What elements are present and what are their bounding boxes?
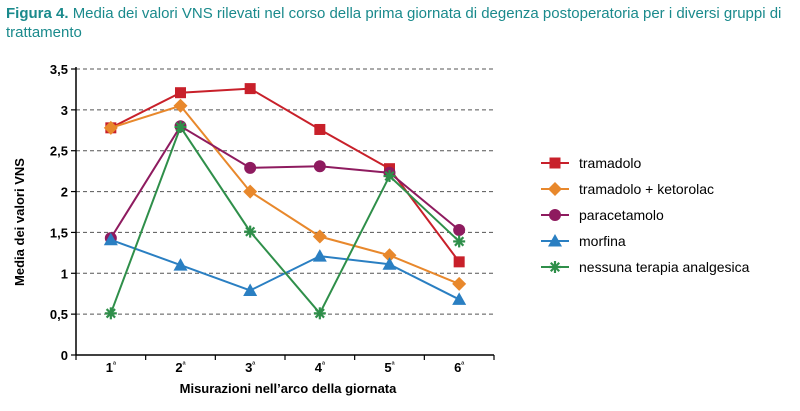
square-marker [453, 256, 465, 268]
legend-label: tramadolo [579, 155, 641, 171]
y-tick-label: 2,5 [50, 144, 68, 159]
circle-marker [453, 223, 466, 236]
square-marker [244, 83, 256, 95]
triangle-marker [243, 283, 258, 296]
y-tick-label: 3 [61, 103, 68, 118]
asterisk-marker [549, 261, 561, 273]
legend-item: paracetamolo [541, 207, 664, 223]
diamond-marker [548, 182, 562, 196]
x-axis-label: Misurazioni nell’arco della giornata [180, 381, 397, 396]
legend-label: nessuna terapia analgesica [579, 259, 750, 275]
legend-item: tramadolo + ketorolac [541, 181, 714, 197]
asterisk-marker [383, 170, 396, 183]
x-tick-label: 2ª [175, 360, 185, 375]
asterisk-marker [104, 307, 117, 320]
square-marker [314, 123, 326, 135]
series-group [103, 83, 467, 320]
x-tick-label: 3ª [245, 360, 255, 375]
legend-label: paracetamolo [579, 207, 664, 223]
y-tick-label: 1 [61, 266, 68, 281]
figure-label: Figura 4. [6, 5, 69, 22]
series-nessuna-terapia-analgesica [104, 121, 466, 320]
series-line [109, 124, 460, 239]
x-axis-ticks: 1ª 2ª 3ª 4ª 5ª 6ª [75, 355, 495, 375]
y-tick-label: 3,5 [50, 62, 68, 77]
circle-marker [313, 160, 326, 173]
series-line [110, 238, 460, 301]
circle-marker [549, 209, 561, 221]
asterisk-marker [313, 307, 326, 320]
triangle-marker [312, 249, 327, 262]
legend-item: tramadolo [541, 155, 641, 171]
triangle-marker [548, 234, 562, 247]
figure-caption: Figura 4. Media dei valori VNS rilevati … [6, 4, 794, 42]
diamond-marker [382, 248, 397, 263]
x-tick-label: 5ª [384, 360, 394, 375]
diamond-marker [173, 98, 188, 113]
series-tramadolo-ketorolac [103, 98, 467, 291]
legend-item: nessuna terapia analgesica [541, 259, 750, 275]
triangle-marker [382, 257, 397, 270]
circle-marker [244, 161, 257, 174]
y-tick-label: 1,5 [50, 225, 68, 240]
diamond-marker [103, 120, 118, 135]
square-marker [175, 87, 186, 99]
legend-label: tramadolo + ketorolac [579, 181, 714, 197]
asterisk-marker [244, 225, 257, 238]
triangle-marker [452, 292, 467, 305]
y-tick-label: 0 [61, 348, 68, 363]
figure-caption-text: Media dei valori VNS rilevati nel corso … [6, 5, 782, 41]
series-line [110, 87, 460, 263]
axes [75, 67, 494, 356]
series-line [110, 104, 460, 285]
y-axis-ticks: 0 0,5 1 1,5 2 2,5 3 3,5 [50, 62, 76, 363]
diamond-marker [452, 276, 467, 291]
legend: tramadolo tramadolo + ketorolac paracetamo… [541, 155, 750, 275]
asterisk-marker [453, 235, 466, 248]
y-axis-label: Media dei valori VNS [12, 158, 27, 286]
legend-item: morfina [541, 233, 626, 249]
diamond-marker [312, 229, 327, 244]
triangle-marker [103, 232, 118, 246]
square-marker [549, 157, 561, 169]
series-morfina [103, 232, 467, 305]
triangle-marker [173, 258, 188, 271]
y-tick-label: 0,5 [50, 307, 68, 322]
diamond-marker [243, 184, 258, 199]
x-tick-label: 6ª [454, 360, 464, 375]
series-line [109, 124, 460, 316]
y-tick-label: 2 [61, 185, 68, 200]
asterisk-marker [174, 121, 187, 134]
series-tramadolo [105, 83, 465, 268]
x-tick-label: 4ª [315, 360, 325, 375]
legend-label: morfina [579, 233, 626, 249]
x-tick-label: 1ª [106, 360, 116, 375]
